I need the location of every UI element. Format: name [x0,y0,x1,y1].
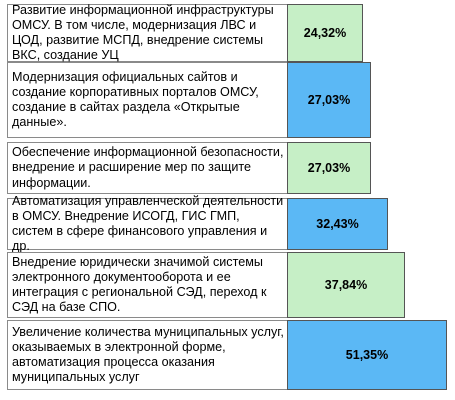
category-label: Автоматизация управленческой деятельност… [7,194,289,253]
category-label: Развитие информационной инфраструктуры О… [7,3,289,62]
value-label: 51,35% [345,348,389,362]
category-label: Увеличение количества муниципальных услу… [7,320,289,390]
value-label: 32,43% [316,217,359,231]
value-bar: 37,84% [287,252,405,318]
value-label: 24,32% [303,26,347,40]
value-bar: 24,32% [287,4,363,62]
value-bar: 51,35% [287,320,447,390]
category-label: Модернизация официальных сайтов и создан… [7,62,289,138]
category-label: Обеспечение информационной безопасности,… [7,142,289,194]
value-bar: 27,03% [287,142,371,194]
value-label: 37,84% [324,278,368,292]
category-label: Внедрение юридически значимой системы эл… [7,252,289,318]
value-bar: 27,03% [287,62,371,138]
value-label: 27,03% [307,161,351,175]
value-bar: 32,43% [287,198,388,250]
value-label: 27,03% [307,93,351,107]
